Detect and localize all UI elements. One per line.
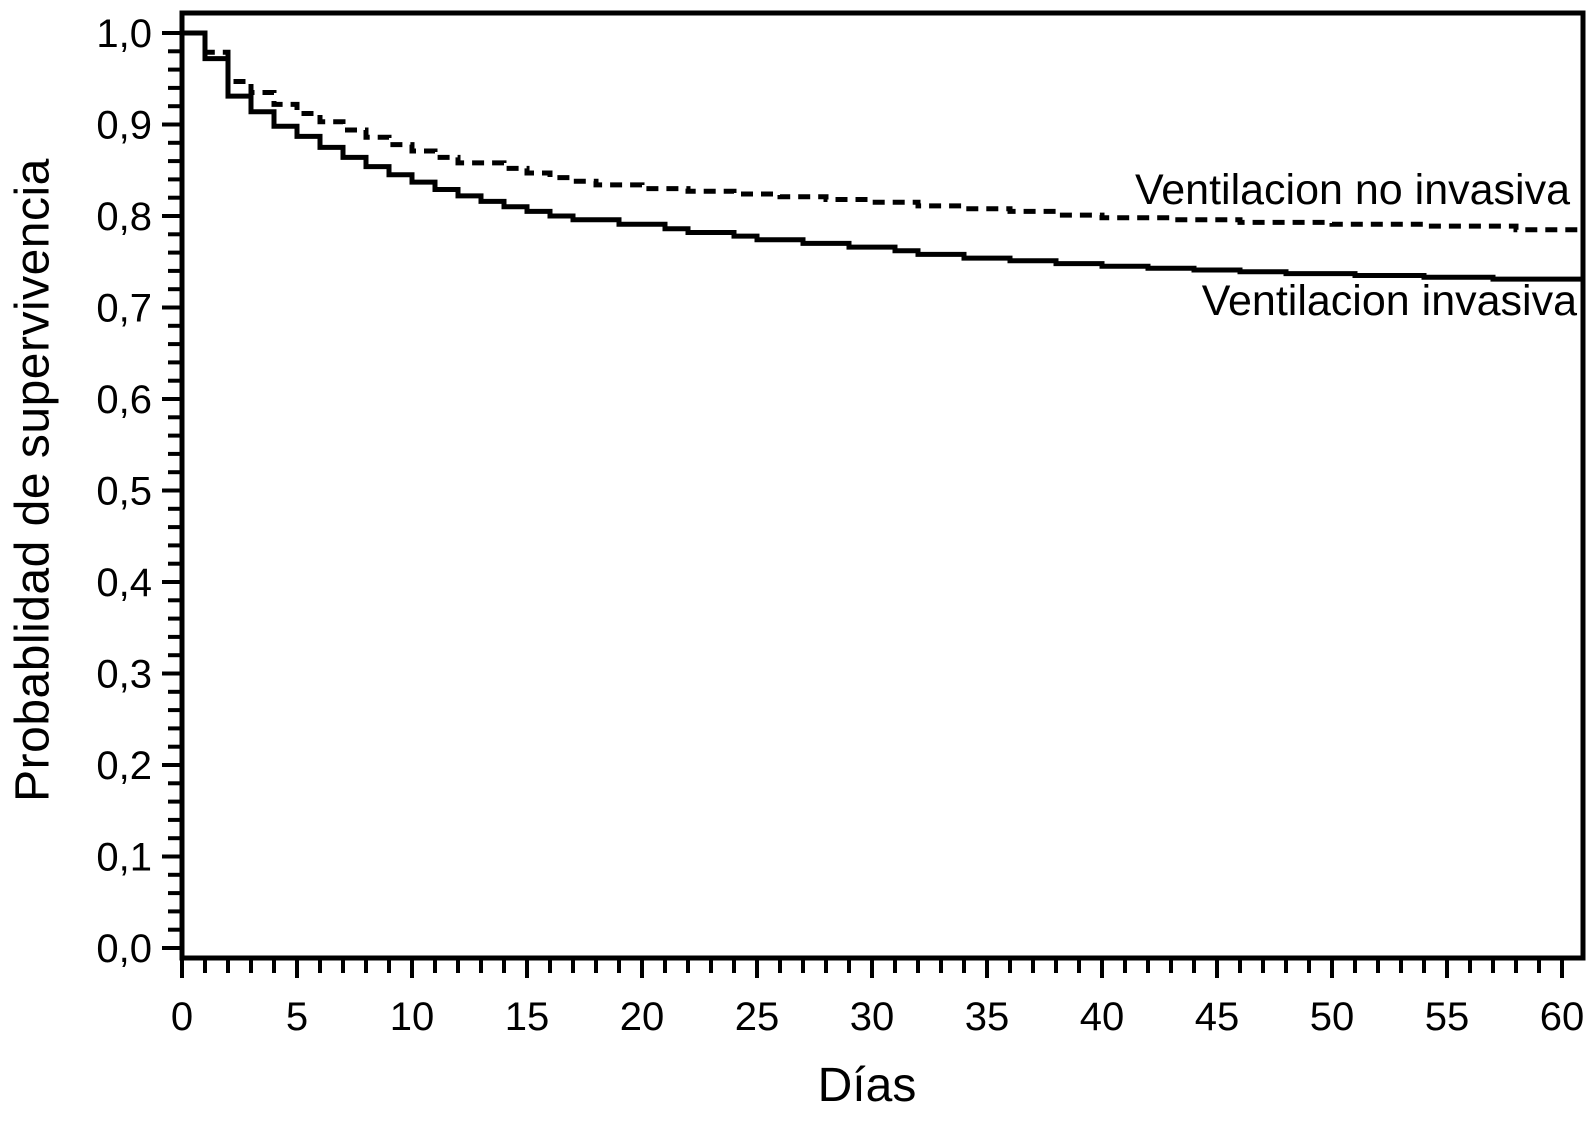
x-tick-label: 0 <box>171 995 193 1039</box>
x-tick-label: 45 <box>1195 995 1240 1039</box>
y-tick-label: 0,4 <box>96 561 152 605</box>
x-tick-label: 20 <box>620 995 665 1039</box>
y-tick-label: 0,3 <box>96 653 152 697</box>
y-tick-label: 0,1 <box>96 836 152 880</box>
series-label-ventilacion-invasiva: Ventilacion invasiva <box>1201 277 1577 325</box>
y-tick-label: 0,5 <box>96 470 152 514</box>
x-tick-label: 5 <box>286 995 308 1039</box>
x-tick-label: 55 <box>1425 995 1470 1039</box>
series-label-ventilacion-no-invasiva: Ventilacion no invasiva <box>1134 166 1570 214</box>
y-tick-label: 0,9 <box>96 104 152 148</box>
y-tick-label: 0,2 <box>96 744 152 788</box>
x-tick-label: 50 <box>1310 995 1355 1039</box>
x-tick-label: 25 <box>735 995 780 1039</box>
x-tick-label: 35 <box>965 995 1010 1039</box>
x-axis-title: Días <box>817 1059 917 1112</box>
y-axis-title: Probablidad de supervivencia <box>6 158 60 802</box>
y-tick-label: 0,6 <box>96 378 152 422</box>
x-tick-label: 10 <box>390 995 435 1039</box>
x-tick-label: 30 <box>850 995 895 1039</box>
plot-frame <box>179 10 1586 961</box>
y-tick-label: 0,8 <box>96 195 152 239</box>
y-tick-label: 0,0 <box>96 927 152 971</box>
y-tick-label: 1,0 <box>96 12 152 56</box>
y-tick-label: 0,7 <box>96 287 152 331</box>
curve-ventilacion-no-invasiva <box>182 30 1583 233</box>
curve-ventilacion-invasiva <box>182 30 1583 282</box>
x-tick-label: 40 <box>1080 995 1125 1039</box>
x-tick-label: 15 <box>505 995 550 1039</box>
x-tick-label: 60 <box>1540 995 1585 1039</box>
